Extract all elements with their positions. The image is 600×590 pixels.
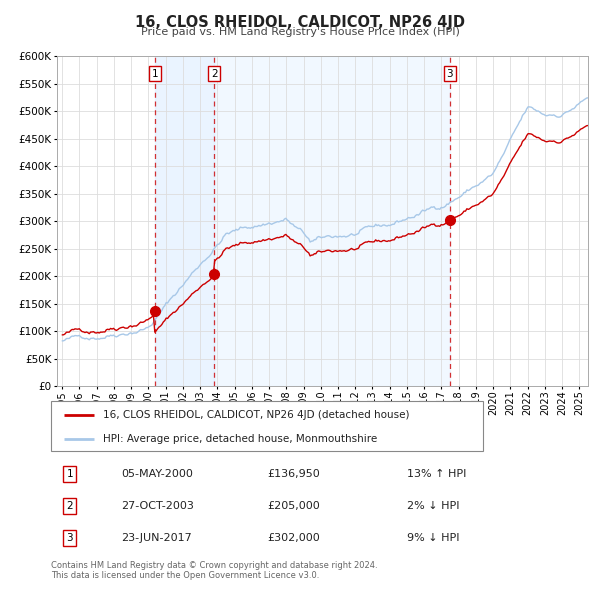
Text: 13% ↑ HPI: 13% ↑ HPI	[407, 469, 467, 479]
Text: £136,950: £136,950	[267, 469, 320, 479]
Text: Contains HM Land Registry data © Crown copyright and database right 2024.: Contains HM Land Registry data © Crown c…	[51, 560, 377, 569]
Text: 2: 2	[67, 501, 73, 511]
Text: 27-OCT-2003: 27-OCT-2003	[121, 501, 194, 511]
Text: 16, CLOS RHEIDOL, CALDICOT, NP26 4JD: 16, CLOS RHEIDOL, CALDICOT, NP26 4JD	[135, 15, 465, 30]
Bar	[155, 56, 214, 386]
Text: This data is licensed under the Open Government Licence v3.0.: This data is licensed under the Open Gov…	[51, 571, 319, 579]
Text: Price paid vs. HM Land Registry's House Price Index (HPI): Price paid vs. HM Land Registry's House …	[140, 27, 460, 37]
FancyBboxPatch shape	[51, 401, 483, 451]
Text: HPI: Average price, detached house, Monmouthshire: HPI: Average price, detached house, Monm…	[103, 434, 377, 444]
Text: 1: 1	[67, 469, 73, 479]
Text: 2: 2	[211, 68, 218, 78]
Bar	[214, 56, 450, 386]
Text: 23-JUN-2017: 23-JUN-2017	[121, 533, 192, 543]
Text: 2% ↓ HPI: 2% ↓ HPI	[407, 501, 460, 511]
Text: 16, CLOS RHEIDOL, CALDICOT, NP26 4JD (detached house): 16, CLOS RHEIDOL, CALDICOT, NP26 4JD (de…	[103, 410, 409, 420]
Text: 1: 1	[151, 68, 158, 78]
Text: 9% ↓ HPI: 9% ↓ HPI	[407, 533, 460, 543]
Text: 05-MAY-2000: 05-MAY-2000	[121, 469, 193, 479]
Text: £205,000: £205,000	[267, 501, 320, 511]
Text: £302,000: £302,000	[267, 533, 320, 543]
Text: 3: 3	[446, 68, 453, 78]
Text: 3: 3	[67, 533, 73, 543]
